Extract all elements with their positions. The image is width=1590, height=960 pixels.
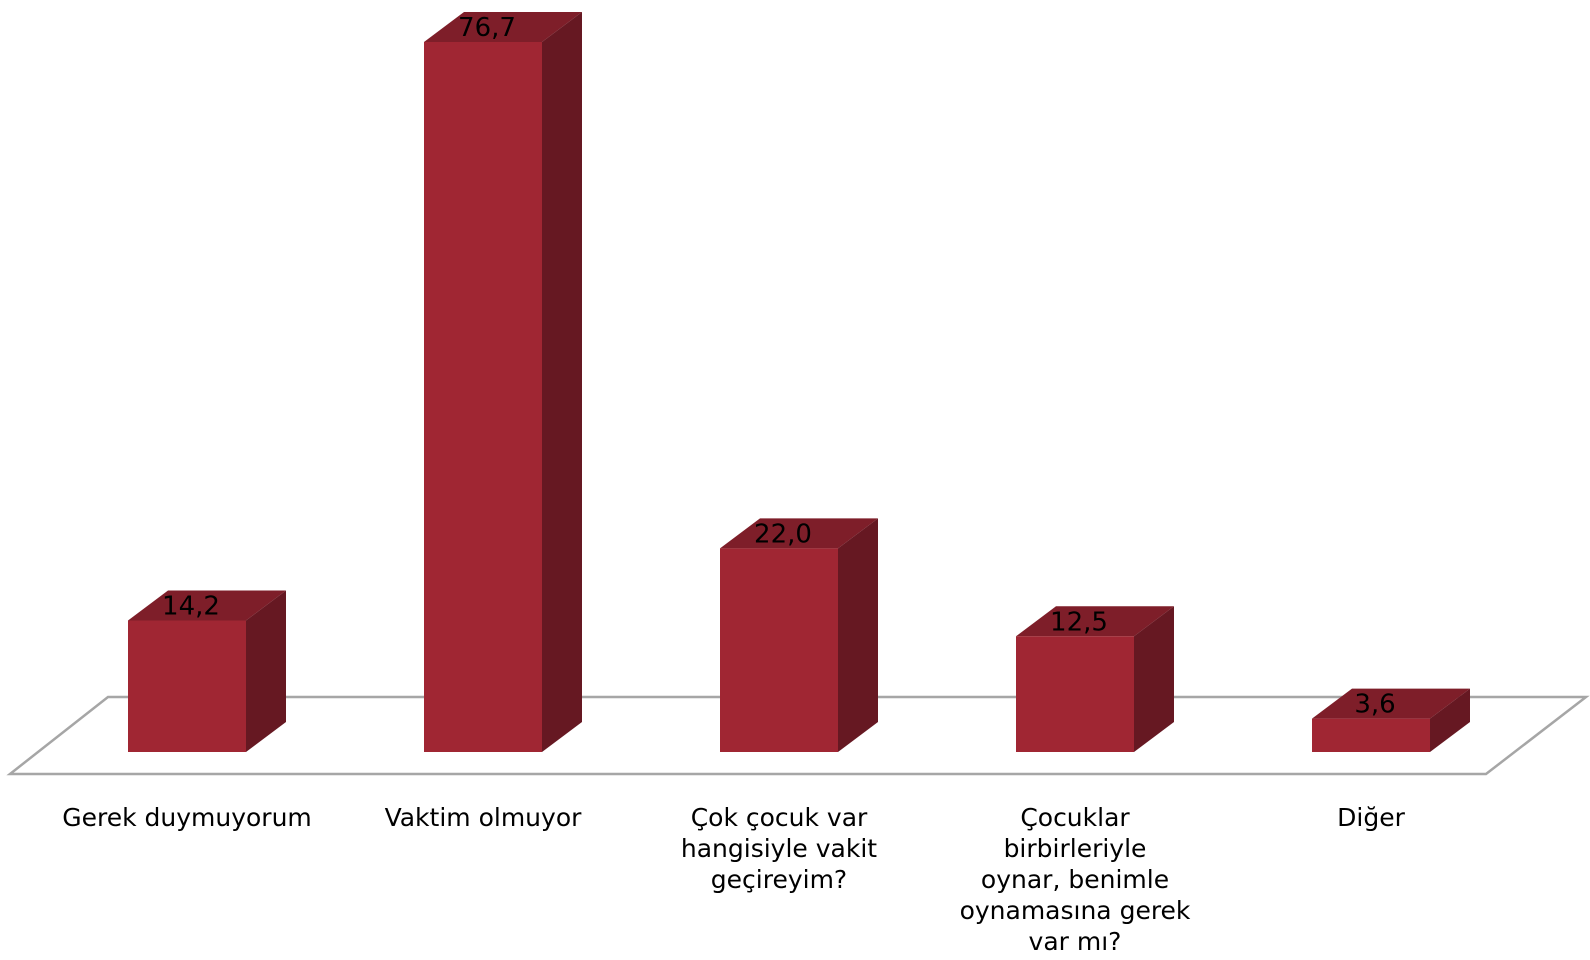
data-label: 76,7	[458, 13, 516, 43]
bar-side	[1430, 688, 1470, 752]
bar	[1016, 606, 1174, 752]
bar	[1312, 688, 1470, 752]
category-label: Çocuklar birbirleriyle oynar, benimle oy…	[959, 803, 1191, 956]
bar-side	[838, 518, 878, 752]
bar-top	[424, 12, 582, 42]
category-label: Diğer	[1337, 803, 1405, 832]
bar-front	[720, 548, 838, 752]
category-label: Gerek duymuyorum	[62, 803, 312, 832]
bar-top	[1312, 688, 1470, 719]
bar-front	[1312, 718, 1430, 752]
bar-top	[720, 518, 878, 549]
category-label: Vaktim olmuyor	[384, 803, 582, 832]
bar-front	[424, 42, 542, 752]
bar	[128, 590, 286, 752]
data-label: 14,2	[162, 592, 220, 622]
bar-side	[1134, 606, 1174, 752]
bar	[720, 518, 878, 752]
category-label: Çok çocuk var hangisiyle vakit geçireyim…	[680, 803, 878, 894]
data-label: 22,0	[754, 519, 812, 549]
bar-side	[246, 590, 286, 752]
data-label: 12,5	[1050, 607, 1108, 637]
bar-front	[1016, 636, 1134, 752]
bar-top	[128, 590, 286, 621]
bar-top	[1016, 606, 1174, 637]
bar-side	[542, 12, 582, 752]
data-label: 3,6	[1354, 690, 1395, 720]
bar	[424, 12, 582, 752]
bar-front	[128, 620, 246, 752]
